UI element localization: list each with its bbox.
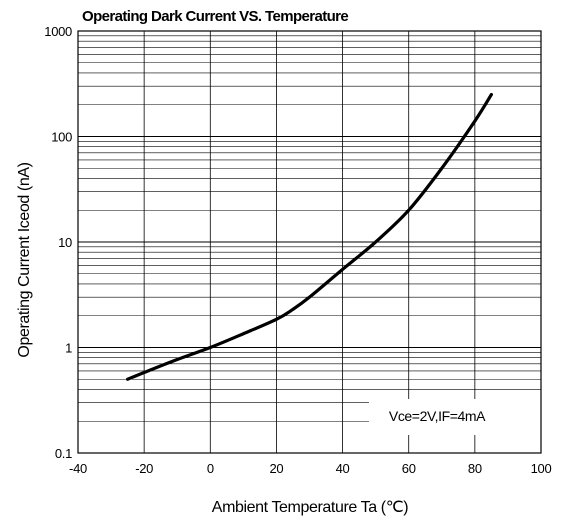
x-tick-label: 20 xyxy=(269,461,283,476)
series-layer xyxy=(128,95,492,380)
minor-gridlines xyxy=(78,36,541,421)
y-tick-label: 10 xyxy=(58,235,72,250)
series-line xyxy=(128,95,492,380)
x-tick-label: -40 xyxy=(69,461,87,476)
x-tick-label: -20 xyxy=(135,461,153,476)
x-tick-label: 0 xyxy=(207,461,214,476)
annotation-box: Vce=2V,IF=4mA xyxy=(369,399,541,435)
x-tick-label: 100 xyxy=(531,461,552,476)
y-tick-label: 1000 xyxy=(44,24,72,39)
annotation-label: Vce=2V,IF=4mA xyxy=(389,408,486,424)
x-tick-label: 60 xyxy=(402,461,416,476)
chart-title: Operating Dark Current VS. Temperature xyxy=(82,8,348,25)
y-axis-label: Operating Current Iceod (nA) xyxy=(16,162,33,357)
y-tick-label: 1 xyxy=(65,341,72,356)
x-tick-label: 40 xyxy=(336,461,350,476)
x-tick-labels: -40 -20 0 20 40 60 80 100 xyxy=(69,461,551,476)
y-tick-labels: 0.1 1 10 100 1000 xyxy=(44,24,72,461)
y-tick-label: 100 xyxy=(51,130,72,145)
y-tick-label: 0.1 xyxy=(55,446,72,461)
x-axis-label: Ambient Temperature Ta (℃) xyxy=(212,499,408,516)
x-tick-label: 80 xyxy=(468,461,482,476)
